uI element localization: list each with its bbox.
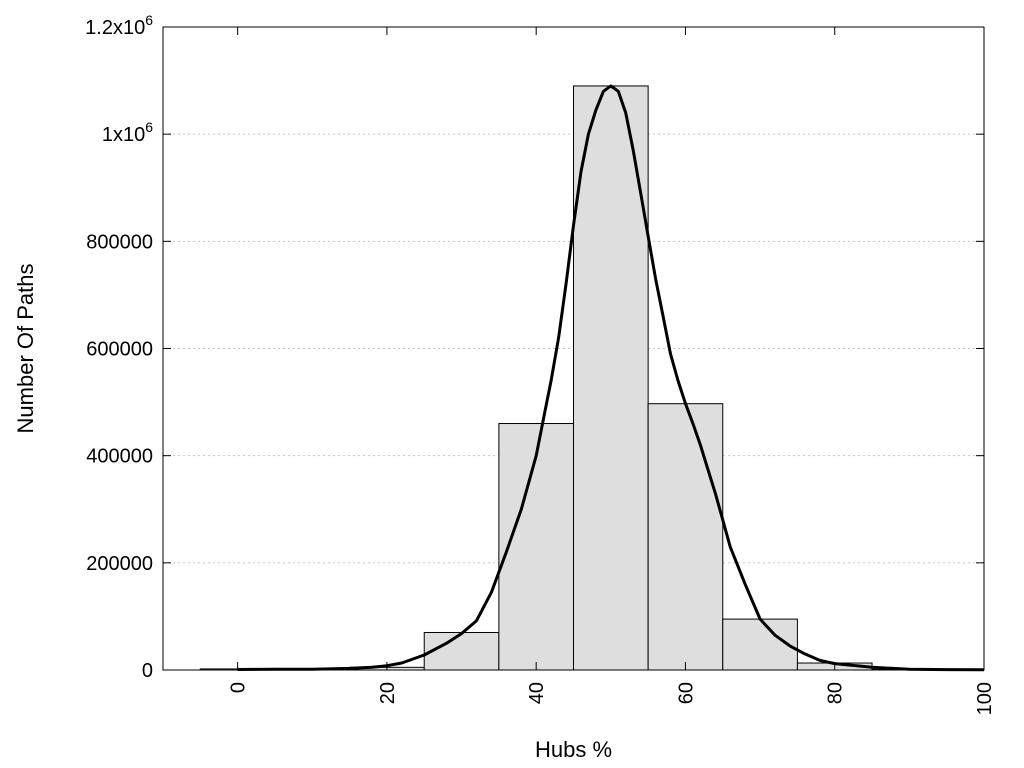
y-tick-label: 1.2x106 [85,12,153,39]
y-tick-labels: 0 200000 400000 600000 800000 1x106 1.2x106 [85,12,153,682]
x-tick-label: 20 [377,682,399,704]
y-tick-label: 600000 [86,339,153,361]
x-tick-label: 40 [526,682,548,704]
x-tick-label: 0 [228,682,250,693]
histogram-bar [647,403,724,671]
distribution-curve [237,84,985,672]
histogram-bars [199,85,985,671]
y-tick-label: 0 [142,660,153,682]
x-axis-label: Hubs % [535,737,612,762]
axis-ticks [163,26,985,671]
x-tick-label: 60 [675,682,697,704]
histogram-bar [722,618,798,671]
x-tick-label: 100 [974,682,996,715]
histogram-bar [573,85,649,671]
histogram-bar [423,631,500,671]
distribution-curve-group [237,84,985,672]
y-tick-label: 800000 [86,231,153,253]
y-tick-label: 1x106 [102,119,153,146]
y-axis-label: Number Of Paths [13,264,38,434]
y-tick-label: 400000 [86,446,153,468]
y-tick-label: 200000 [86,553,153,575]
x-tick-labels: 0 20 40 60 80 100 [228,682,996,715]
x-tick-label: 80 [825,682,847,704]
